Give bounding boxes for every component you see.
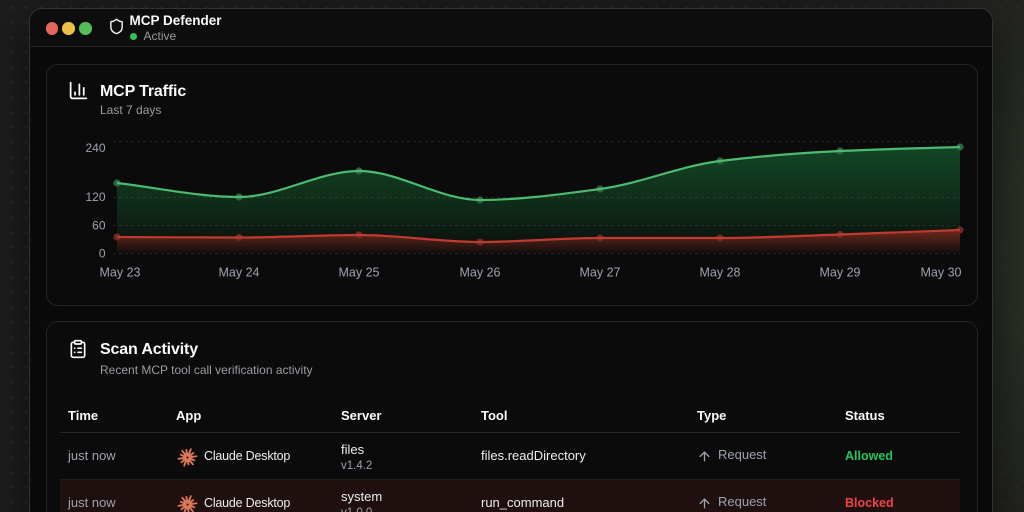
svg-text:May 23: May 23 bbox=[100, 266, 141, 280]
svg-text:May 24: May 24 bbox=[219, 266, 260, 280]
svg-text:May 30: May 30 bbox=[921, 266, 962, 280]
svg-text:0: 0 bbox=[99, 247, 106, 261]
svg-text:60: 60 bbox=[92, 219, 106, 233]
svg-text:May 29: May 29 bbox=[820, 266, 861, 280]
svg-text:May 27: May 27 bbox=[580, 266, 621, 280]
svg-text:120: 120 bbox=[85, 190, 105, 204]
svg-text:240: 240 bbox=[85, 141, 105, 155]
svg-text:May 26: May 26 bbox=[460, 266, 501, 280]
svg-text:May 25: May 25 bbox=[339, 266, 380, 280]
svg-text:May 28: May 28 bbox=[700, 266, 741, 280]
